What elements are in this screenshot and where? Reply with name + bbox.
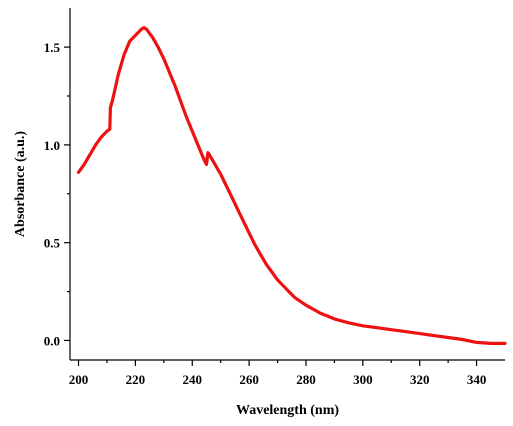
- x-tick-label: 320: [410, 372, 430, 387]
- axes: [69, 8, 505, 361]
- y-ticks: 0.0 0.5 1.0 1.5: [44, 40, 70, 348]
- x-tick-label: 240: [183, 372, 203, 387]
- x-tick-label: 200: [69, 372, 89, 387]
- x-tick-label: 300: [353, 372, 373, 387]
- y-axis-title: Absorbance (a.u.): [13, 131, 28, 238]
- series-group: [76, 26, 507, 345]
- absorbance-series-line: [76, 26, 507, 345]
- x-tick-label: 280: [296, 372, 316, 387]
- x-tick-label: 340: [467, 372, 487, 387]
- y-tick-label: 0.0: [44, 333, 60, 348]
- y-tick-label: 1.0: [44, 138, 60, 153]
- x-tick-label: 220: [126, 372, 146, 387]
- x-ticks: 200 220 240 260 280 300 320 340: [69, 360, 487, 387]
- x-tick-label: 260: [239, 372, 259, 387]
- y-tick-label: 1.5: [44, 40, 61, 55]
- x-axis-title: Wavelength (nm): [236, 403, 339, 418]
- y-tick-label: 0.5: [44, 236, 61, 251]
